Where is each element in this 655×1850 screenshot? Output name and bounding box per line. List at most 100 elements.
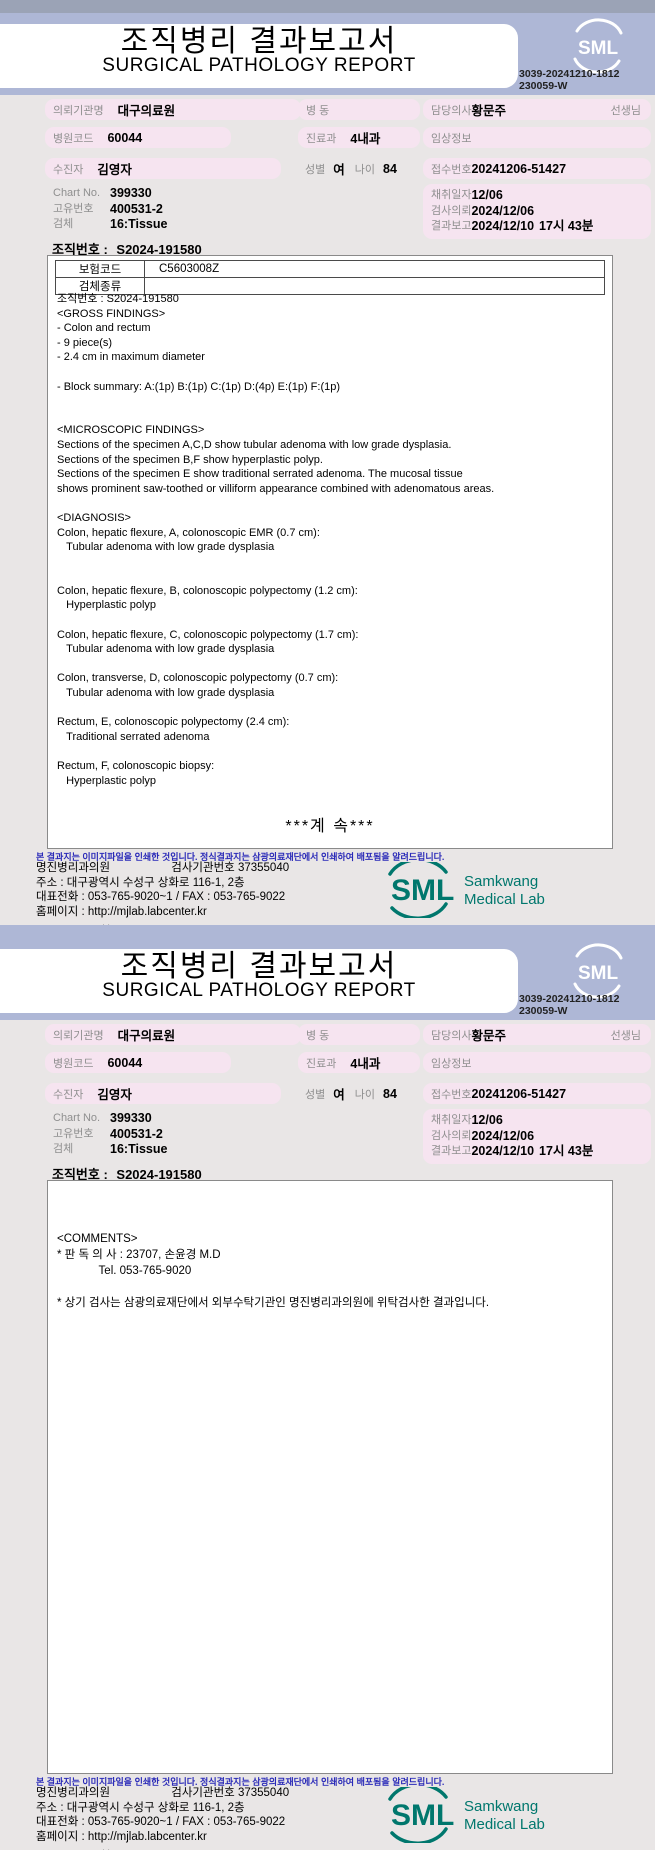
receipt-number-value: 20241206-51427	[471, 161, 567, 176]
uid-row: 고유번호 400531-2	[53, 202, 167, 218]
specimen-row: 검체 16:Tissue	[53, 1142, 167, 1158]
collect-date-label: 채취일자	[431, 189, 472, 201]
field-attending-doctor: 담당의사 황문주 선생님	[423, 99, 651, 120]
lab-website: 홈페이지 : http://mjlab.labcenter.kr	[36, 905, 207, 918]
report-title-box: 조직병리 결과보고서 SURGICAL PATHOLOGY REPORT	[0, 949, 518, 1013]
tissue-number-line: 조직번호 : S2024-191580	[52, 1164, 202, 1183]
form-number: RP_SML_24 Rev.(6) 22.10.1	[36, 921, 289, 925]
report-title-korean: 조직병리 결과보고서	[120, 950, 398, 983]
report-page-2: 조직병리 결과보고서 SURGICAL PATHOLOGY REPORT SML…	[0, 925, 655, 1850]
sex-value: 여	[333, 163, 345, 177]
field-requesting-org: 의뢰기관명 대구의료원	[45, 99, 301, 120]
hospital-code-label: 병원코드	[53, 132, 94, 145]
patient-name-value: 김영자	[97, 1088, 132, 1102]
lab-phone: 대표전화 : 053-765-9020~1 / FAX : 053-765-90…	[36, 891, 286, 903]
svg-text:SML: SML	[391, 874, 454, 907]
age-label: 나이	[354, 1088, 376, 1101]
lab-footer-info: 명진병리과의원 검사기관번호 37355040 주소 : 대구광역시 수성구 상…	[36, 861, 289, 925]
field-patient-name: 수진자 김영자	[45, 1083, 281, 1104]
sex-label: 성별	[305, 1088, 326, 1101]
field-requesting-org: 의뢰기관명 대구의료원	[45, 1024, 301, 1045]
field-ward: 병 동	[298, 1024, 420, 1045]
doctor-value: 황문주	[471, 1029, 506, 1043]
report-number-line1: 3039-20241210-1812	[519, 68, 620, 80]
sml-logo-icon: SML	[561, 940, 635, 1004]
report-date-row: 결과보고 2024/12/10 17시 43분	[431, 219, 651, 235]
chart-info-block: Chart No. 399330 고유번호 400531-2 검체 16:Tis…	[53, 1111, 167, 1158]
svg-text:Medical Lab: Medical Lab	[464, 891, 545, 908]
samkwang-medical-lab-logo: SML Samkwang Medical Lab	[380, 1782, 615, 1845]
request-date-label: 검사의뢰	[431, 1129, 472, 1142]
report-time-value: 17시 43분	[539, 219, 594, 233]
department-value: 4내과	[350, 1057, 381, 1071]
sml-logo-icon: SML	[561, 15, 635, 79]
uid-value: 400531-2	[110, 201, 163, 216]
age-value: 84	[383, 161, 397, 176]
receipt-number-label: 접수번호	[431, 1088, 472, 1101]
tissue-number-line: 조직번호 : S2024-191580	[52, 239, 202, 258]
insurance-code-row: 보험코드 C5603008Z	[55, 260, 605, 278]
report-date-value: 2024/12/10	[471, 1144, 535, 1158]
dates-block: 채취일자 12/06 검사의뢰 2024/12/06 결과보고 2024/12/…	[423, 184, 651, 239]
field-hospital-code: 병원코드 60044	[45, 127, 231, 148]
chart-no-row: Chart No. 399330	[53, 186, 167, 202]
collect-date-row: 채취일자 12/06	[431, 1113, 651, 1129]
print-notice: 본 결과지는 이미지파일을 인쇄한 것입니다. 정식결과지는 삼광의료재단에서 …	[36, 1777, 445, 1787]
report-title-korean: 조직병리 결과보고서	[120, 25, 398, 58]
request-date-row: 검사의뢰 2024/12/06	[431, 1129, 651, 1145]
uid-row: 고유번호 400531-2	[53, 1127, 167, 1143]
tissue-number-value: S2024-191580	[116, 242, 202, 257]
dates-block: 채취일자 12/06 검사의뢰 2024/12/06 결과보고 2024/12/…	[423, 1109, 651, 1164]
findings-box: 보험코드 C5603008Z 검체종류 조직번호 : S2024-191580 …	[47, 255, 613, 849]
report-date-label: 결과보고	[431, 1145, 472, 1157]
requesting-org-value: 대구의료원	[117, 1029, 176, 1043]
requesting-org-value: 대구의료원	[117, 104, 176, 118]
report-title-box: 조직병리 결과보고서 SURGICAL PATHOLOGY REPORT	[0, 24, 518, 88]
receipt-number-value: 20241206-51427	[471, 1086, 567, 1101]
hospital-code-value: 60044	[107, 1055, 143, 1070]
pathology-report-text: 조직번호 : S2024-191580 <GROSS FINDINGS> - C…	[57, 293, 495, 787]
report-number: 3039-20241210-1812 230059-W	[519, 993, 619, 1017]
samkwang-medical-lab-logo: SML Samkwang Medical Lab	[380, 857, 615, 920]
patient-name-label: 수진자	[53, 1088, 84, 1101]
lab-number-label: 검사기관번호	[171, 1787, 235, 1799]
doctor-label: 담당의사	[431, 104, 472, 117]
tissue-number-value: S2024-191580	[116, 1167, 202, 1182]
requesting-org-label: 의뢰기관명	[53, 104, 104, 117]
lab-address: 주소 : 대구광역시 수성구 상화로 116-1, 2층	[36, 1801, 245, 1814]
print-notice: 본 결과지는 이미지파일을 인쇄한 것입니다. 정식결과지는 삼광의료재단에서 …	[36, 852, 445, 862]
svg-text:SML: SML	[578, 38, 619, 59]
comments-text: <COMMENTS> * 판 독 의 사 : 23707, 손윤경 M.D Te…	[57, 1233, 490, 1309]
specimen-type-label: 검체종류	[55, 277, 145, 295]
requesting-org-label: 의뢰기관명	[53, 1029, 104, 1042]
patient-name-label: 수진자	[53, 163, 84, 176]
field-receipt-number: 접수번호 20241206-51427	[423, 158, 651, 179]
lab-number-label: 검사기관번호	[171, 862, 235, 874]
chart-no-value: 399330	[110, 186, 152, 200]
lab-name-row: 명진병리과의원 검사기관번호 37355040	[36, 861, 289, 876]
specimen-value: 16:Tissue	[110, 217, 168, 231]
age-value: 84	[383, 1086, 397, 1101]
clinical-info-label: 임상정보	[431, 132, 472, 145]
tissue-number-label: 조직번호 :	[52, 1167, 108, 1182]
lab-name-row: 명진병리과의원 검사기관번호 37355040	[36, 1786, 289, 1801]
uid-label: 고유번호	[53, 1127, 94, 1140]
lab-phone: 대표전화 : 053-765-9020~1 / FAX : 053-765-90…	[36, 1816, 286, 1828]
lab-address: 주소 : 대구광역시 수성구 상화로 116-1, 2층	[36, 876, 245, 889]
specimen-row: 검체 16:Tissue	[53, 217, 167, 233]
continued-marker: ***계 속***	[285, 818, 375, 835]
uid-label: 고유번호	[53, 202, 94, 215]
doctor-value: 황문주	[471, 104, 506, 118]
field-department: 진료과 4내과	[298, 127, 420, 148]
specimen-label: 검체	[53, 218, 74, 230]
request-date-value: 2024/12/06	[471, 203, 535, 218]
svg-text:Medical Lab: Medical Lab	[464, 1816, 545, 1833]
chart-info-block: Chart No. 399330 고유번호 400531-2 검체 16:Tis…	[53, 186, 167, 233]
uid-value: 400531-2	[110, 1126, 163, 1141]
ward-label: 병 동	[306, 104, 330, 117]
report-number: 3039-20241210-1812 230059-W	[519, 68, 620, 92]
lab-name: 명진병리과의원	[36, 1787, 111, 1799]
field-attending-doctor: 담당의사 황문주 선생님	[423, 1024, 651, 1045]
age-label: 나이	[354, 163, 376, 176]
top-strip	[0, 0, 655, 13]
